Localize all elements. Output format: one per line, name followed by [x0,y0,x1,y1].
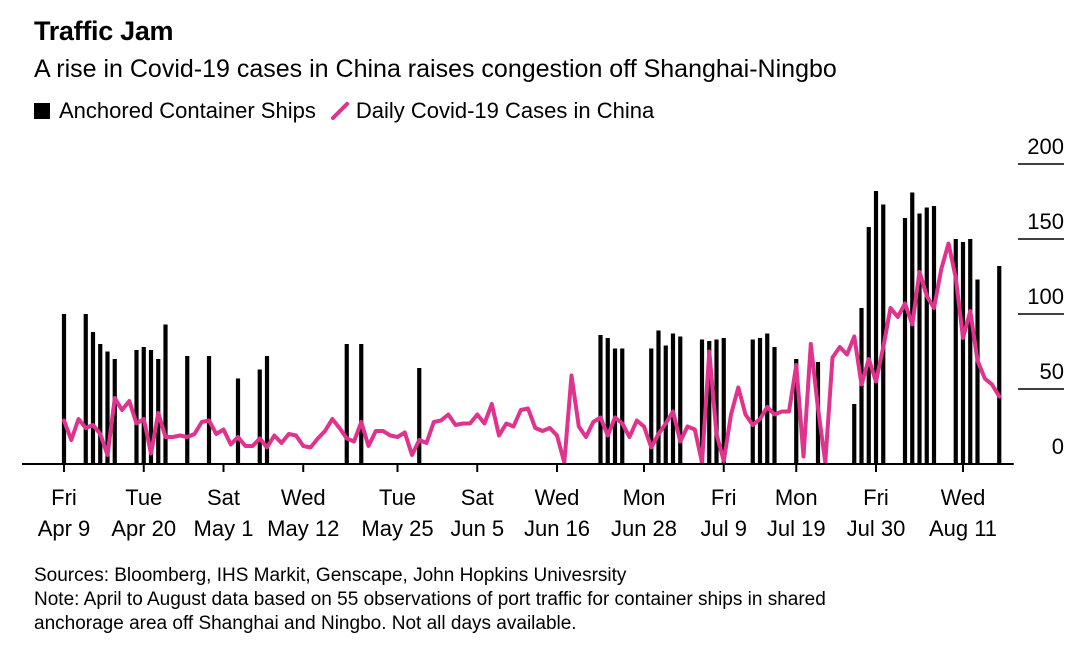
y-tick-label: 100 [1027,284,1064,309]
ship-bar [953,239,958,464]
ship-bar [163,324,168,464]
ship-bar [90,332,96,464]
ship-bar [148,350,154,464]
ship-bar [656,330,661,464]
x-tick-date: May 25 [361,516,433,541]
y-tick-label: 0 [1052,434,1064,459]
y-tick-label: 150 [1027,209,1064,234]
ship-bar [750,339,755,464]
ship-bar [852,404,857,464]
covid-cases-line [62,241,1002,465]
y-axis-labels: 0 50 100 150 200 [1027,134,1064,459]
ship-bar [235,378,241,464]
ship-bar [968,239,973,464]
ship-bar [866,227,871,464]
ship-bar [873,191,879,464]
ship-bar [257,369,262,464]
legend-item-ships: Anchored Container Ships [34,98,316,124]
chart-title: Traffic Jam [34,16,174,46]
ship-bar [670,333,676,464]
ship-bar [917,213,922,464]
x-axis-labels: Fri Apr 9 Tue Apr 20 Sat May 1 Wed May 12 Tue May… [38,485,997,541]
ship-bar [83,314,88,464]
x-tick-date: Apr 20 [111,516,176,541]
ship-bar [359,344,364,464]
x-axis [22,463,1014,472]
chart-subtitle: A rise in Covid-19 cases in China raises… [34,55,837,83]
legend-label-cases: Daily Covid-19 Cases in China [355,98,655,123]
x-tick-date: Apr 9 [38,516,91,541]
data-note-line-1: Note: April to August data based on 55 o… [34,589,826,610]
x-tick-date: Jul 19 [767,516,826,541]
x-tick-date: Jun 16 [524,516,590,541]
y-tick-label: 200 [1027,134,1064,159]
ship-bar [975,279,980,464]
ship-bar [620,348,625,464]
legend-item-cases: Daily Covid-19 Cases in China [330,98,654,124]
x-tick-weekday: Wed [535,485,580,510]
ship-bar [264,356,270,464]
x-tick-weekday: Sat [461,485,494,510]
ship-bar [881,204,886,464]
ship-bar [344,344,349,464]
y-tick-label: 50 [1040,359,1064,384]
data-note-line-2: anchorage area off Shanghai and Ningbo. … [34,613,577,634]
x-tick-weekday: Fri [51,485,77,510]
y-gridlines [1018,163,1064,390]
ship-bar [765,333,770,464]
ship-bar [772,347,777,464]
x-tick-weekday: Tue [379,485,416,510]
ship-bar [612,348,618,464]
legend: Anchored Container Ships Daily Covid-19 … [34,98,668,124]
ship-bar [721,338,726,464]
ship-bar [997,266,1002,464]
x-tick-weekday: Wed [281,485,326,510]
ship-bar [910,192,915,464]
ship-bar [960,242,966,464]
ship-bar [417,368,422,464]
ship-bar [924,207,929,464]
line-series [62,241,1002,465]
ship-bar [794,359,799,464]
x-tick-weekday: Mon [623,485,666,510]
x-tick-weekday: Wed [941,485,986,510]
ship-bar [105,351,110,464]
ship-bar [707,341,712,464]
footer: Sources: Bloomberg, IHS Markit, Genscape… [34,564,1034,636]
x-tick-date: Aug 11 [929,516,997,541]
ship-bar [141,347,146,464]
sources-note: Sources: Bloomberg, IHS Markit, Genscape… [34,565,627,586]
ship-bar [598,335,603,464]
x-tick-date: May 1 [194,516,254,541]
ship-bar [931,206,937,464]
x-tick-weekday: Sat [207,485,240,510]
x-tick-weekday: Fri [711,485,737,510]
ship-bar [206,356,212,464]
x-tick-weekday: Tue [125,485,162,510]
ship-bar [678,336,683,464]
ship-bar [663,345,668,464]
ship-bar [757,338,763,464]
ship-bar [185,356,190,464]
legend-label-ships: Anchored Container Ships [59,98,316,123]
x-tick-weekday: Mon [775,485,818,510]
ship-bar [714,339,719,464]
ship-bar [98,344,103,464]
ship-bar [61,314,67,464]
ship-bar [649,348,654,464]
x-tick-date: Jun 28 [611,516,677,541]
ship-bar [699,339,705,464]
x-tick-date: May 12 [267,516,339,541]
ship-bar [902,218,908,464]
ship-bar [134,350,139,464]
x-tick-date: Jul 9 [701,516,747,541]
bar-swatch-icon [34,103,50,119]
ship-bar [605,338,610,464]
x-tick-date: Jul 30 [847,516,906,541]
x-tick-weekday: Fri [863,485,889,510]
x-tick-date: Jun 5 [450,516,504,541]
